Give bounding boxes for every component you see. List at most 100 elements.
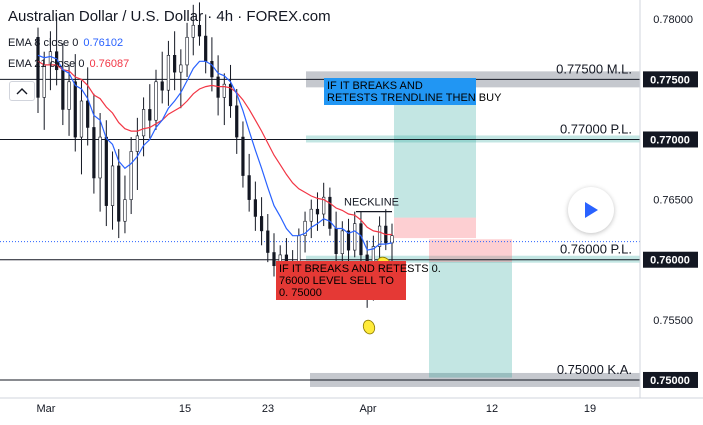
candle-body	[210, 61, 214, 78]
candle[interactable]	[110, 151, 115, 230]
candle-body	[346, 230, 351, 251]
candle-body	[148, 109, 152, 121]
candle[interactable]	[266, 214, 270, 263]
candle-body	[173, 55, 177, 73]
ema-fast-value: 0.76102	[83, 37, 124, 49]
candle[interactable]	[61, 43, 65, 126]
level-label: 0.76000 P.L.	[560, 242, 632, 257]
candle[interactable]	[346, 218, 351, 263]
level-label: 0.77000 P.L.	[560, 121, 632, 136]
candle[interactable]	[179, 49, 183, 109]
buy-note-text: IF IT BREAKS AND RETESTS TRENDLINE THEN B…	[327, 80, 502, 104]
candle-body	[340, 230, 344, 255]
candle-body	[377, 225, 382, 247]
candle-body	[235, 105, 239, 138]
candle[interactable]	[148, 84, 152, 139]
candle-body	[160, 81, 164, 91]
long-stop-zone[interactable]	[394, 217, 476, 239]
price-tick-label: 0.76500	[653, 195, 693, 207]
neckline-label: NECKLINE	[344, 197, 399, 209]
candle[interactable]	[92, 93, 96, 194]
candle[interactable]	[67, 64, 71, 136]
candle-body	[204, 35, 208, 62]
candle[interactable]	[197, 2, 202, 46]
candle[interactable]	[36, 27, 40, 114]
candle[interactable]	[173, 31, 177, 91]
candle[interactable]	[241, 121, 245, 188]
candle-body	[322, 196, 326, 215]
candle[interactable]	[303, 211, 307, 253]
candle-body	[266, 230, 270, 253]
candle-body	[253, 199, 257, 217]
candle[interactable]	[117, 149, 121, 239]
long-target-zone[interactable]	[394, 88, 476, 218]
candle-body	[315, 208, 320, 215]
candle-body	[241, 136, 245, 176]
candle[interactable]	[390, 223, 394, 263]
candle[interactable]	[259, 197, 264, 246]
ema-slow-value: 0.76087	[89, 58, 130, 70]
candle[interactable]	[98, 113, 102, 212]
candle-body	[92, 127, 96, 179]
ema-slow-legend[interactable]: EMA 21 close 0 0.76087	[8, 58, 129, 70]
time-tick-label: Apr	[359, 403, 376, 415]
candle[interactable]	[160, 51, 164, 104]
play-button[interactable]	[568, 187, 614, 233]
candle-body	[259, 216, 264, 232]
candle[interactable]	[334, 211, 338, 263]
buy-note-box	[324, 78, 476, 105]
candle[interactable]	[216, 55, 220, 116]
candle-body	[390, 235, 394, 244]
ema-slow-line[interactable]	[37, 60, 392, 236]
pattern-marker[interactable]	[361, 319, 376, 336]
candle[interactable]	[123, 175, 127, 234]
candle[interactable]	[228, 64, 233, 118]
ema-fast-line[interactable]	[37, 54, 393, 251]
candle-body	[197, 24, 202, 37]
candle[interactable]	[86, 67, 90, 146]
level-axis-tag-text: 0.75000	[650, 375, 690, 387]
sell-note-text: IF IT BREAKS AND RETESTS 0. 76000 LEVEL S…	[279, 263, 441, 299]
candle-body	[135, 135, 139, 152]
candle[interactable]	[328, 187, 332, 236]
candle[interactable]	[235, 88, 239, 154]
candle-body	[61, 69, 65, 110]
candle-body	[117, 165, 121, 222]
candle[interactable]	[247, 153, 251, 212]
candle[interactable]	[79, 80, 84, 175]
collapse-legend-button[interactable]	[9, 81, 35, 101]
candle[interactable]	[309, 199, 313, 239]
candle[interactable]	[191, 4, 195, 56]
candle[interactable]	[272, 233, 276, 277]
buy-note[interactable]: IF IT BREAKS AND RETESTS TRENDLINE THEN B…	[324, 78, 502, 105]
ema-fast-label: EMA 8 close 0	[8, 37, 79, 49]
candle[interactable]	[353, 211, 357, 258]
time-tick-label: Mar	[37, 403, 56, 415]
candle[interactable]	[135, 117, 139, 190]
price-tick-label: 0.78000	[653, 14, 693, 26]
candle-body	[179, 64, 183, 73]
candle[interactable]	[253, 181, 257, 231]
ema-fast-legend[interactable]: EMA 8 close 0 0.76102	[8, 37, 123, 49]
time-tick-label: 15	[179, 403, 191, 415]
candle[interactable]	[377, 216, 382, 260]
short-stop-zone[interactable]	[429, 239, 512, 263]
candle[interactable]	[55, 16, 59, 86]
candle[interactable]	[185, 22, 189, 77]
candle-body	[67, 81, 71, 110]
candle[interactable]	[166, 40, 171, 106]
symbol-title[interactable]: Australian Dollar / U.S. Dollar · 4h · F…	[8, 8, 331, 25]
level-label: 0.75000 K.A.	[557, 362, 632, 377]
chevron-up-icon	[16, 88, 28, 95]
short-target-zone[interactable]	[429, 262, 512, 378]
candle-body	[328, 196, 332, 229]
candle[interactable]	[222, 73, 226, 126]
candle[interactable]	[129, 137, 133, 215]
ema-slow-label: EMA 21 close 0	[8, 58, 85, 70]
sell-note[interactable]: IF IT BREAKS AND RETESTS 0. 76000 LEVEL S…	[276, 261, 441, 300]
level-axis-tag-text: 0.77000	[650, 134, 690, 146]
candle[interactable]	[154, 69, 158, 130]
candle[interactable]	[73, 54, 77, 152]
